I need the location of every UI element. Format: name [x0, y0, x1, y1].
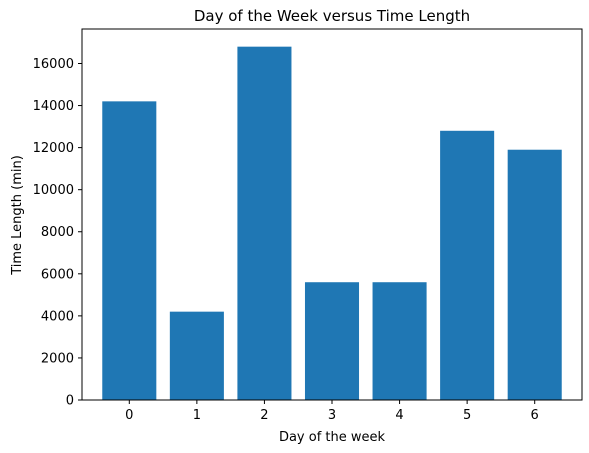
x-tick-label: 4	[395, 408, 403, 423]
bar-day-2	[237, 46, 292, 401]
bar-day-1	[169, 311, 224, 400]
y-tick-label: 14000	[33, 99, 74, 114]
x-tick-label: 3	[328, 408, 336, 423]
y-tick-label: 8000	[41, 225, 74, 240]
y-tick-label: 16000	[33, 57, 74, 72]
y-tick-label: 2000	[41, 351, 74, 366]
y-tick-label: 4000	[41, 309, 74, 324]
bar-day-6	[507, 149, 562, 400]
x-tick-label: 0	[125, 408, 133, 423]
y-tick-label: 10000	[33, 183, 74, 198]
y-tick-label: 6000	[41, 267, 74, 282]
x-tick-label: 2	[260, 408, 268, 423]
y-tick-label: 0	[66, 394, 74, 409]
x-axis-label: Day of the week	[279, 430, 386, 445]
x-tick-label: 1	[193, 408, 201, 423]
plot-frame	[81, 28, 583, 401]
y-axis-label: Time Length (min)	[10, 155, 25, 276]
y-tick-label: 12000	[33, 141, 74, 156]
y-axis-ticks: 0 2000 4000 6000 8000 10000 12000 14000 16000	[33, 57, 82, 409]
bar-day-3	[304, 282, 360, 400]
x-tick-label: 5	[463, 408, 471, 423]
bar-day-5	[440, 130, 495, 401]
x-axis-ticks: 0 1 2 3 4 5 6	[125, 400, 539, 423]
bar-day-4	[372, 282, 427, 400]
x-tick-label: 6	[531, 408, 539, 423]
chart-title: Day of the Week versus Time Length	[194, 7, 470, 25]
bars-group	[102, 46, 562, 401]
bar-day-0	[102, 101, 157, 400]
